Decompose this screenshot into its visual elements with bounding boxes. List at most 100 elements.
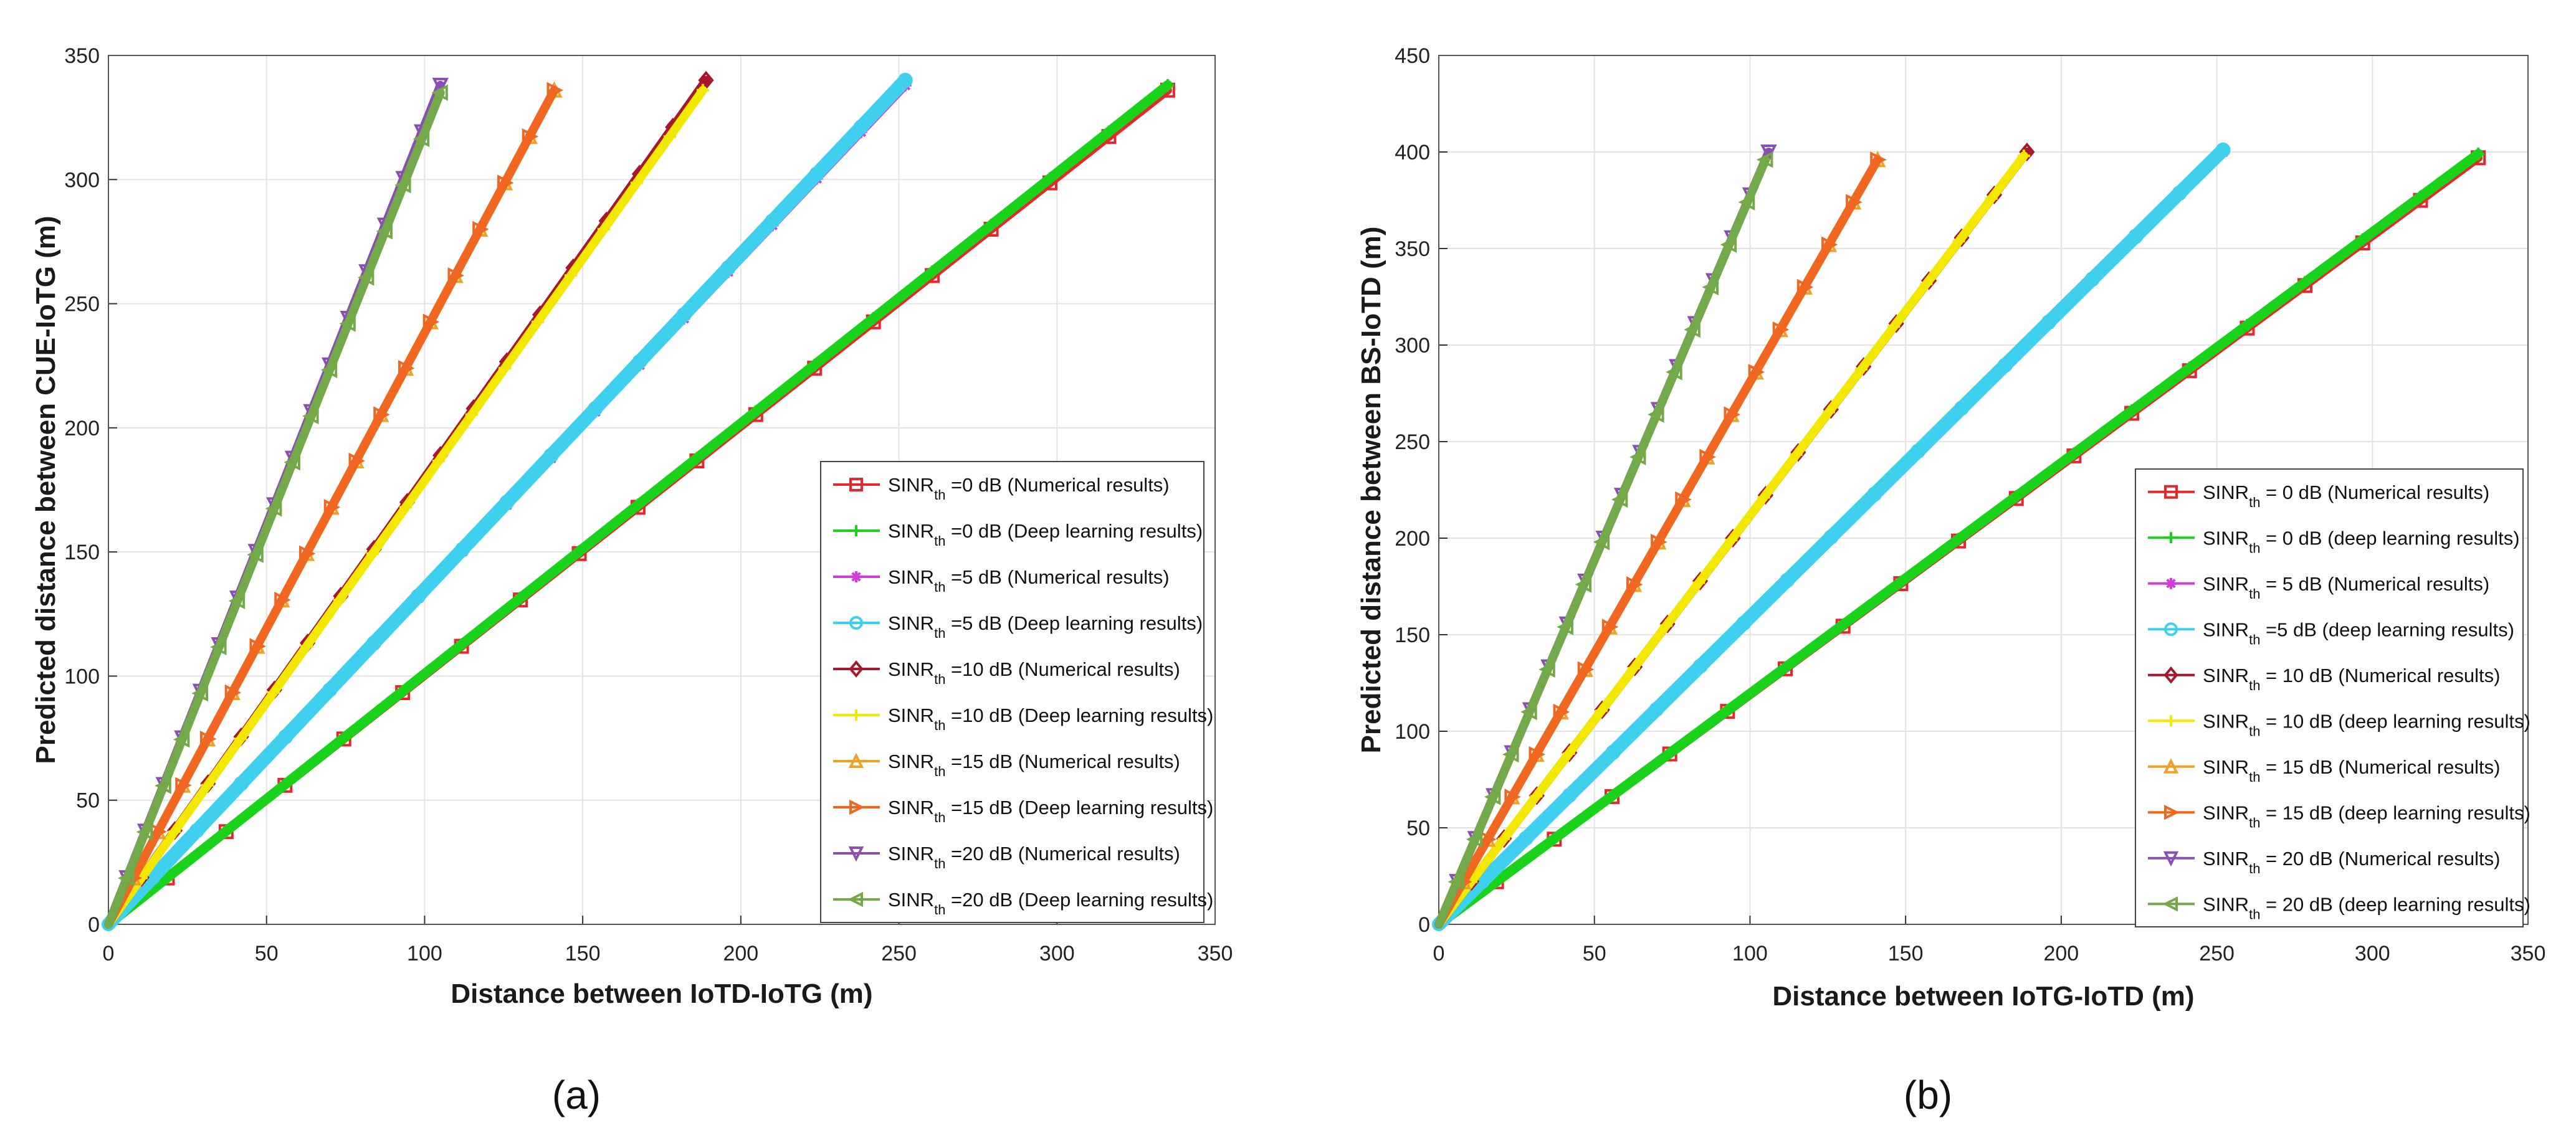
data-point <box>1954 401 1970 416</box>
axes-frame <box>108 55 1216 925</box>
data-point <box>339 315 356 332</box>
legend-label: SINRth =10 dB (Deep learning results) <box>888 704 1213 733</box>
legend-marker <box>2165 532 2177 544</box>
data-point <box>573 545 586 558</box>
data-point <box>1757 491 1770 504</box>
data-point <box>323 499 341 516</box>
data-point <box>499 495 515 510</box>
legend-entry: SINRth = 15 dB (Numerical results) <box>2148 756 2501 785</box>
data-point <box>2241 318 2254 331</box>
data-point <box>522 128 539 145</box>
legend-label: SINRth = 0 dB (Numerical results) <box>2203 481 2489 510</box>
data-point <box>191 685 208 702</box>
data-point <box>1629 448 1646 466</box>
x-tick-label: 50 <box>255 942 279 965</box>
y-tick-label: 150 <box>64 541 100 564</box>
data-point <box>1649 701 1664 717</box>
legend-marker <box>849 478 863 491</box>
series-line <box>102 73 912 931</box>
data-point <box>1530 790 1543 803</box>
legend-label: SINRth = 0 dB (deep learning results) <box>2203 527 2520 556</box>
data-point <box>2172 185 2187 201</box>
data-point <box>1593 533 1610 551</box>
legend-marker <box>2163 666 2178 684</box>
legend-label: SINRth = 15 dB (deep learning results) <box>2203 802 2531 830</box>
data-point <box>1648 406 1664 423</box>
data-point <box>432 77 449 95</box>
data-point <box>447 267 464 284</box>
data-point <box>1606 789 1619 802</box>
data-point <box>690 452 704 465</box>
data-point <box>2041 315 2056 330</box>
data-point <box>1702 278 1719 296</box>
data-point <box>1846 194 1863 211</box>
legend-marker <box>848 846 864 862</box>
legend-entry: SINRth = 20 dB (deep learning results) <box>2148 893 2531 922</box>
legend-marker <box>847 891 863 908</box>
legend-marker <box>851 571 862 582</box>
legend-entry: SINRth =5 dB (Numerical results) <box>833 566 1170 595</box>
data-point <box>2183 361 2196 374</box>
y-tick-label: 100 <box>1395 720 1430 744</box>
data-point <box>1725 534 1738 547</box>
data-point <box>1627 661 1640 675</box>
data-point <box>1557 619 1573 635</box>
data-point <box>1601 619 1619 635</box>
legend-label: SINRth =15 dB (Numerical results) <box>888 751 1180 779</box>
x-tick-label: 100 <box>1732 942 1768 965</box>
data-point <box>1466 831 1483 848</box>
data-point <box>1911 443 1926 459</box>
data-point <box>2017 149 2030 163</box>
legend-marker <box>2165 715 2177 727</box>
data-point <box>1626 576 1643 593</box>
chart-panel-b: 0 50 100 150 200 250 300 350 0 50 100 150 200 250 300 3… <box>1356 44 2545 1117</box>
x-tick-label: 300 <box>2355 942 2390 965</box>
data-point <box>1562 747 1575 760</box>
data-point <box>322 682 338 698</box>
data-point <box>219 825 232 838</box>
data-point <box>348 452 365 470</box>
data-point <box>274 591 291 609</box>
data-point <box>1605 744 1621 760</box>
legend-label: SINRth =10 dB (Numerical results) <box>888 658 1180 687</box>
data-point <box>564 269 577 282</box>
data-point <box>597 223 610 235</box>
data-point <box>411 589 426 604</box>
legend-label: SINRth =5 dB (Numerical results) <box>888 566 1170 595</box>
x-tick-label: 350 <box>1198 942 1233 965</box>
data-point <box>284 453 300 471</box>
legend-label: SINRth = 5 dB (Numerical results) <box>2203 573 2489 602</box>
legend-marker <box>851 525 862 536</box>
x-axis-label: Distance between IoTD-IoTG (m) <box>451 979 872 1009</box>
data-point <box>1997 358 2013 373</box>
data-point <box>376 223 393 240</box>
data-point <box>749 405 762 418</box>
data-point <box>1548 832 1561 845</box>
data-point <box>630 176 643 189</box>
legend-label: SINRth =15 dB (Deep learning results) <box>888 797 1213 825</box>
data-point <box>498 362 511 375</box>
data-point <box>1529 746 1545 763</box>
legend-marker <box>849 616 863 630</box>
data-point <box>809 166 824 182</box>
data-point <box>2414 190 2427 203</box>
data-point <box>2010 490 2023 503</box>
data-point <box>1484 789 1501 805</box>
legend-label: SINRth = 15 dB (Numerical results) <box>2203 756 2501 785</box>
data-point <box>631 498 644 511</box>
data-point <box>455 541 470 557</box>
data-point <box>1692 658 1708 674</box>
y-tick-label: 100 <box>64 665 100 688</box>
series-line <box>1434 155 1770 929</box>
legend-entry: SINRth =5 dB (Deep learning results) <box>833 612 1203 641</box>
y-tick-label: 350 <box>1395 237 1430 261</box>
y-tick-label: 0 <box>1418 913 1430 937</box>
data-point <box>1887 320 1901 333</box>
y-axis-label: Predicted distance between CUE-IoTG (m) <box>31 216 61 764</box>
data-point <box>1822 405 1835 419</box>
legend-entry: SINRth = 0 dB (Numerical results) <box>2148 481 2489 510</box>
data-point <box>1724 406 1740 423</box>
data-point <box>1102 125 1115 138</box>
data-point <box>720 260 736 275</box>
data-point <box>1721 704 1734 717</box>
